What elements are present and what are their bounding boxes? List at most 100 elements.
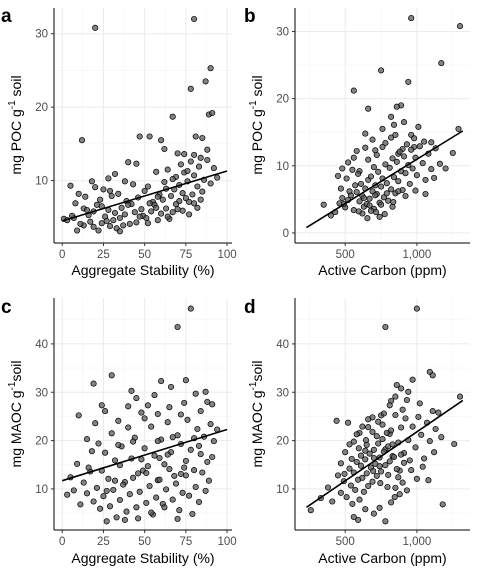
data-point	[144, 402, 151, 409]
data-point	[393, 103, 400, 110]
data-point	[83, 490, 91, 497]
x-tick-label: 0	[59, 249, 65, 261]
data-point	[379, 125, 386, 132]
data-point	[144, 463, 151, 470]
data-point	[204, 156, 211, 164]
data-point	[209, 401, 216, 408]
data-point	[194, 204, 201, 211]
data-point	[202, 78, 209, 85]
x-tick-label: 50	[138, 249, 151, 261]
data-point	[207, 65, 214, 72]
data-point	[126, 220, 133, 227]
data-point	[181, 464, 188, 471]
data-point	[100, 493, 107, 500]
data-point	[116, 496, 123, 504]
data-point	[156, 476, 163, 483]
data-point	[341, 470, 348, 477]
data-point	[111, 170, 119, 178]
data-point	[415, 413, 422, 420]
data-point	[115, 441, 122, 448]
data-point	[379, 421, 386, 428]
data-point	[172, 201, 180, 208]
data-point	[345, 419, 352, 426]
data-point	[164, 419, 171, 426]
data-point	[102, 449, 109, 456]
data-point	[365, 105, 372, 112]
data-point	[348, 455, 355, 462]
data-point	[169, 176, 176, 183]
data-point	[163, 486, 170, 493]
data-point	[75, 412, 82, 419]
data-point	[108, 430, 115, 437]
data-point	[402, 170, 409, 177]
data-point	[115, 190, 122, 197]
data-point	[366, 195, 373, 202]
data-point	[191, 467, 198, 474]
y-tick-label: 30	[276, 27, 289, 39]
data-point	[171, 472, 178, 479]
data-point	[398, 451, 405, 458]
panel-a: a 0 25 50 75 100 10 20 30 Aggregate Stability (%…	[1, 6, 237, 278]
data-point	[90, 380, 97, 387]
data-point	[95, 227, 102, 234]
y-tick-label: 40	[276, 339, 289, 351]
data-point	[359, 474, 366, 481]
data-point	[350, 154, 357, 161]
data-point	[379, 436, 386, 443]
data-point	[161, 145, 168, 153]
data-point	[116, 214, 123, 222]
x-tick-label: 50	[138, 536, 151, 548]
data-point	[382, 462, 389, 469]
data-point	[90, 498, 97, 505]
data-point	[378, 201, 385, 208]
data-point	[192, 483, 199, 491]
data-point	[429, 408, 436, 415]
data-point	[106, 503, 114, 510]
data-point	[141, 415, 148, 422]
data-point	[355, 208, 362, 215]
data-point	[360, 194, 367, 202]
data-point	[352, 486, 359, 493]
data-point	[392, 484, 399, 491]
data-point	[355, 445, 362, 452]
data-point	[103, 518, 110, 525]
data-point	[120, 222, 127, 229]
data-point	[356, 198, 363, 205]
data-point	[431, 174, 438, 181]
panel-letter-b: b	[244, 6, 256, 27]
data-point	[151, 452, 158, 459]
data-point	[389, 441, 396, 448]
data-point	[370, 164, 377, 171]
x-tick-label: 25	[97, 536, 110, 548]
data-point	[174, 206, 181, 213]
panel-d: d 500 1,000 10 20 30 40 Active Carbon (ppm) mg …	[244, 297, 470, 566]
data-point	[136, 488, 143, 495]
data-point	[416, 143, 423, 150]
data-point	[146, 200, 153, 207]
y-tick-label: 30	[35, 387, 48, 399]
data-point	[438, 434, 445, 441]
regression-line	[62, 428, 228, 482]
data-point	[350, 207, 357, 214]
y-tick-label: 40	[35, 339, 48, 351]
regression-line	[62, 170, 228, 222]
data-point	[121, 516, 128, 523]
data-point	[350, 438, 357, 445]
data-point	[390, 174, 398, 181]
data-point	[174, 323, 181, 331]
data-point	[138, 409, 145, 416]
data-point	[392, 411, 399, 419]
data-point	[356, 496, 363, 503]
data-point	[365, 416, 372, 423]
data-point	[378, 67, 385, 74]
data-point	[182, 377, 189, 384]
data-point	[143, 499, 150, 506]
data-point	[382, 139, 389, 147]
y-tick-label: 10	[276, 484, 289, 496]
data-point	[179, 190, 186, 197]
data-point	[195, 442, 203, 449]
data-point	[163, 205, 170, 212]
data-point	[409, 423, 416, 430]
data-point	[116, 228, 123, 235]
